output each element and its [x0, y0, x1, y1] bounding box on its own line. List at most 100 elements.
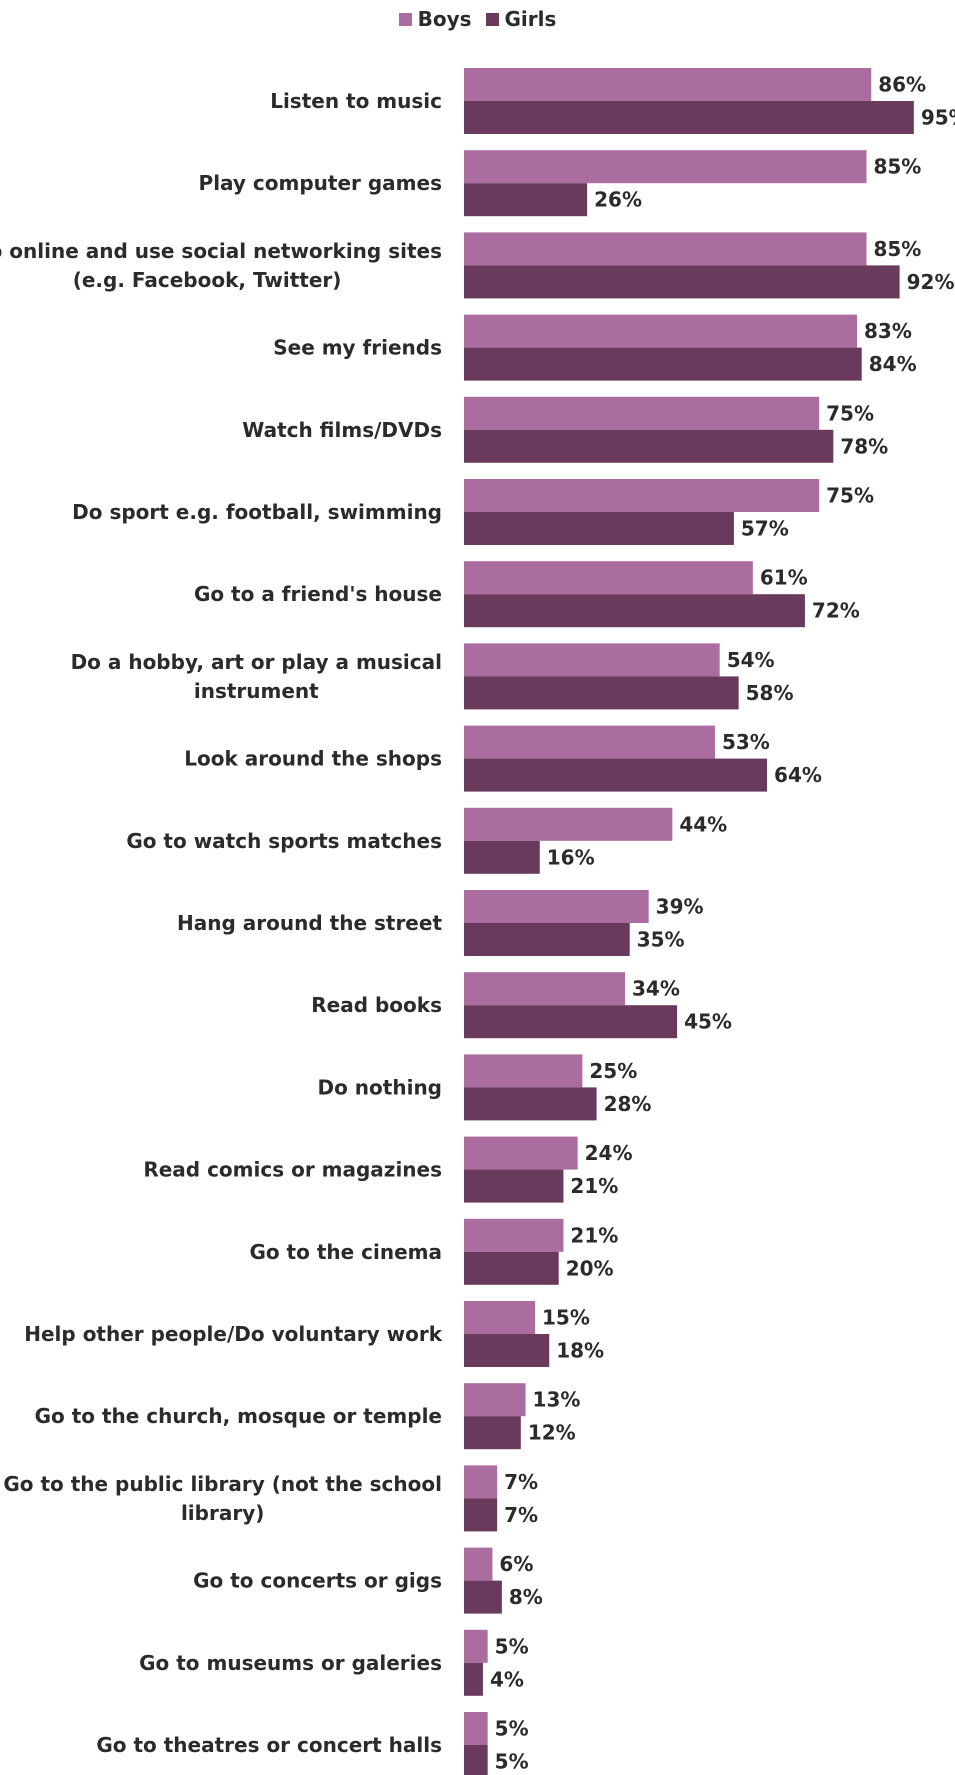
value-label-girls: 72%: [812, 599, 860, 623]
category-label-line: Look around the shops: [184, 747, 442, 771]
legend-item-girls: Girls: [485, 7, 557, 31]
value-label-boys: 75%: [826, 484, 874, 508]
value-label-boys: 6%: [499, 1552, 533, 1576]
legend: Boys Girls: [0, 6, 955, 32]
value-label-girls: 45%: [684, 1010, 732, 1034]
category-label: Go to the church, mosque or temple: [35, 1404, 442, 1428]
legend-swatch-boys: [398, 12, 412, 26]
category-label-line: Listen to music: [270, 89, 442, 113]
category-label-line: Help other people/Do voluntary work: [24, 1322, 442, 1346]
bar-boys: [464, 1054, 583, 1088]
category-label-line: Go to concerts or gigs: [193, 1569, 442, 1593]
bar-girls: [464, 429, 834, 463]
bar-boys: [464, 68, 872, 101]
value-label-boys: 5%: [495, 1634, 529, 1658]
bar-boys: [464, 561, 753, 595]
bar-boys: [464, 1629, 488, 1663]
value-label-girls: 16%: [547, 845, 595, 869]
bar-boys: [464, 1136, 578, 1170]
category-label: Go to watch sports matches: [126, 829, 442, 853]
value-label-boys: 13%: [533, 1388, 581, 1412]
value-label-boys: 53%: [722, 730, 770, 754]
category-label: Hang around the street: [177, 911, 442, 935]
bar-girls: [464, 1334, 550, 1367]
category-label: Look around the shops: [184, 747, 442, 771]
value-label-boys: 15%: [542, 1306, 590, 1330]
value-label-girls: 26%: [594, 188, 642, 212]
value-label-girls: 92%: [907, 270, 955, 294]
bar-girls: [464, 1662, 483, 1696]
bar-girls: [464, 1005, 678, 1039]
bar-boys: [464, 1301, 536, 1334]
bar-boys: [464, 232, 867, 266]
value-label-girls: 95%: [921, 106, 955, 130]
value-label-girls: 58%: [746, 681, 794, 705]
value-label-girls: 78%: [840, 434, 888, 458]
bar-girls: [464, 183, 588, 217]
value-label-boys: 24%: [585, 1141, 633, 1165]
value-label-girls: 12%: [528, 1421, 576, 1445]
category-label-line: (e.g. Facebook, Twitter): [73, 268, 342, 292]
category-label-line: Play computer games: [199, 171, 442, 195]
value-label-boys: 7%: [504, 1470, 538, 1494]
bar-boys: [464, 314, 858, 348]
value-label-boys: 44%: [679, 812, 727, 836]
value-label-boys: 54%: [727, 648, 775, 672]
bar-boys: [464, 972, 625, 1006]
bar-girls: [464, 1580, 502, 1614]
bar-girls: [464, 1416, 521, 1450]
value-label-girls: 21%: [570, 1174, 618, 1198]
bar-girls: [464, 840, 540, 874]
bar-girls: [464, 265, 900, 299]
category-label: Go to concerts or gigs: [193, 1569, 442, 1593]
value-label-girls: 35%: [637, 928, 685, 952]
category-label-line: See my friends: [273, 336, 442, 360]
category-label: Read comics or magazines: [143, 1158, 442, 1182]
category-label-line: Read books: [311, 993, 442, 1017]
category-label-line: Go to the public library (not the school: [3, 1472, 442, 1496]
value-label-boys: 61%: [760, 566, 808, 590]
bar-girls: [464, 1745, 488, 1775]
category-label: Go to the cinema: [249, 1240, 442, 1264]
category-label-line: Go to museums or galeries: [139, 1651, 442, 1675]
bar-boys: [464, 1712, 488, 1745]
category-label-line: Read comics or magazines: [143, 1158, 442, 1182]
value-label-girls: 4%: [490, 1667, 524, 1691]
bar-boys: [464, 150, 867, 184]
value-label-boys: 21%: [570, 1223, 618, 1247]
category-label: Go online and use social networking site…: [0, 239, 442, 292]
bar-girls: [464, 347, 862, 381]
value-label-boys: 85%: [873, 237, 921, 261]
legend-label-girls: Girls: [504, 7, 557, 31]
category-label-line: Do a hobby, art or play a musical: [71, 650, 442, 674]
bar-girls: [464, 923, 630, 956]
category-label-line: Hang around the street: [177, 911, 442, 935]
value-label-boys: 85%: [873, 155, 921, 179]
value-label-girls: 64%: [774, 763, 822, 787]
category-label-line: Go online and use social networking site…: [0, 239, 442, 263]
bar-boys: [464, 725, 715, 759]
category-label: Go to theatres or concert halls: [96, 1733, 442, 1757]
bar-girls: [464, 676, 739, 710]
value-label-girls: 7%: [504, 1503, 538, 1527]
value-label-girls: 20%: [566, 1256, 614, 1280]
category-label: Help other people/Do voluntary work: [24, 1322, 442, 1346]
value-label-girls: 57%: [741, 517, 789, 541]
category-label: Watch films/DVDs: [242, 418, 442, 442]
category-label: See my friends: [273, 336, 442, 360]
bar-boys: [464, 807, 673, 841]
value-label-boys: 34%: [632, 977, 680, 1001]
value-label-boys: 25%: [589, 1059, 637, 1083]
category-label: Do a hobby, art or play a musical instrum…: [71, 650, 442, 703]
bar-girls: [464, 512, 734, 545]
category-label-line: Go to a friend's house: [194, 582, 442, 606]
category-label: Play computer games: [199, 171, 442, 195]
category-label-line: Do sport e.g. football, swimming: [72, 500, 442, 524]
legend-swatch-girls: [485, 12, 499, 26]
value-label-girls: 84%: [869, 352, 917, 376]
value-label-boys: 75%: [826, 401, 874, 425]
value-label-girls: 28%: [604, 1092, 652, 1116]
category-label-line: Go to the cinema: [249, 1240, 442, 1264]
category-label-line: Do nothing: [318, 1075, 443, 1099]
